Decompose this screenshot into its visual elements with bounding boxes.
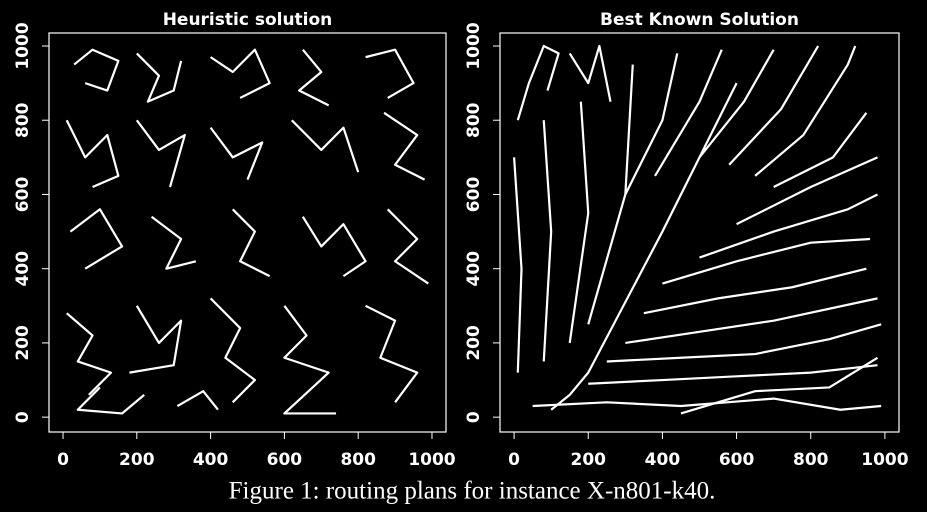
- route: [383, 111, 426, 181]
- route: [176, 390, 219, 411]
- y-tick-label: 0: [13, 411, 33, 423]
- x-tick-label: 400: [193, 450, 229, 470]
- y-tick-label: 200: [464, 325, 484, 361]
- route: [754, 45, 857, 177]
- route: [587, 64, 634, 325]
- route: [654, 49, 723, 177]
- route: [662, 237, 871, 285]
- y-tick-label: 600: [13, 177, 33, 213]
- route: [532, 397, 882, 411]
- route: [542, 120, 553, 362]
- route: [283, 305, 337, 415]
- route: [512, 157, 523, 373]
- chart-title: Heuristic solution: [163, 10, 333, 30]
- route: [728, 45, 820, 166]
- route: [643, 267, 867, 315]
- chart-title: Best Known Solution: [600, 10, 799, 30]
- x-tick-label: 600: [719, 450, 755, 470]
- route: [773, 112, 868, 189]
- route: [516, 44, 560, 121]
- route: [699, 193, 878, 259]
- y-tick-label: 800: [464, 102, 484, 138]
- x-tick-label: 800: [340, 450, 376, 470]
- y-tick-label: 1000: [464, 22, 484, 69]
- route: [298, 49, 330, 107]
- route: [386, 208, 429, 285]
- x-tick-label: 200: [119, 450, 155, 470]
- y-tick-label: 200: [13, 325, 33, 361]
- route: [606, 323, 882, 363]
- y-tick-label: 400: [464, 251, 484, 287]
- route: [365, 304, 419, 403]
- route: [231, 208, 271, 278]
- x-tick-label: 800: [793, 450, 829, 470]
- route: [736, 156, 878, 226]
- route: [65, 312, 113, 396]
- x-tick-label: 0: [57, 450, 69, 470]
- route: [129, 305, 183, 374]
- route: [136, 52, 183, 103]
- y-tick-label: 800: [13, 102, 33, 138]
- route: [588, 364, 878, 385]
- route: [365, 48, 415, 99]
- x-tick-label: 1000: [408, 450, 455, 470]
- route: [625, 297, 878, 345]
- y-tick-label: 0: [464, 411, 484, 423]
- y-tick-label: 400: [13, 251, 33, 287]
- route: [65, 119, 120, 189]
- x-tick-label: 600: [267, 450, 303, 470]
- route: [301, 216, 367, 278]
- route: [209, 48, 271, 99]
- route: [290, 119, 360, 173]
- y-tick-label: 1000: [13, 22, 33, 69]
- route: [698, 49, 775, 159]
- route: [209, 297, 256, 404]
- route: [150, 215, 197, 270]
- x-tick-label: 1000: [861, 450, 908, 470]
- route: [568, 101, 590, 344]
- x-tick-label: 0: [508, 450, 520, 470]
- plot-frame: [499, 32, 900, 433]
- route: [624, 53, 679, 195]
- caption: Figure 1: routing plans for instance X-n…: [229, 478, 716, 505]
- route: [76, 386, 145, 415]
- route: [69, 208, 124, 270]
- route: [135, 119, 186, 188]
- route: [73, 48, 120, 92]
- route: [680, 356, 879, 415]
- x-tick-label: 400: [645, 450, 681, 470]
- x-tick-label: 200: [571, 450, 607, 470]
- route: [568, 44, 612, 102]
- y-tick-label: 600: [464, 177, 484, 213]
- plot-frame: [48, 32, 447, 433]
- route: [209, 126, 264, 181]
- route: [550, 82, 738, 411]
